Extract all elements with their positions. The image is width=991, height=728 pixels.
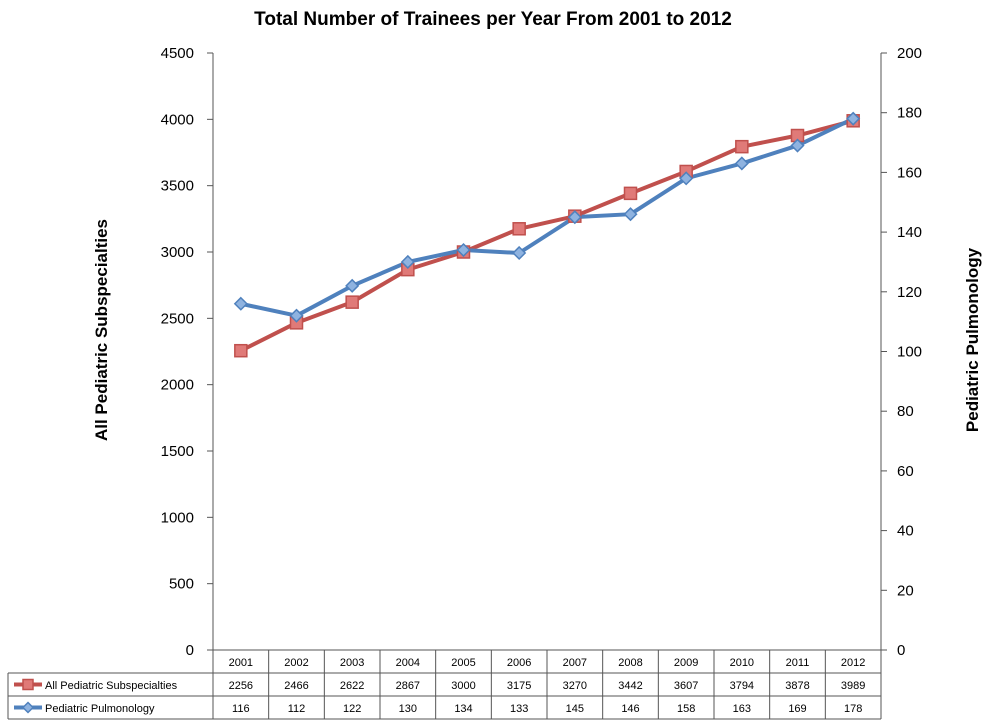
x-tick-label: 2001: [229, 657, 253, 669]
data-label: 145: [566, 703, 584, 715]
right-tick-label: 180: [897, 105, 922, 122]
data-label: 112: [288, 703, 306, 715]
data-point-diamond: [289, 308, 304, 323]
right-tick-label: 100: [897, 344, 922, 361]
data-label: 2867: [396, 680, 420, 692]
data-label: 146: [621, 703, 639, 715]
data-point-diamond: [456, 242, 471, 258]
data-label: 3175: [507, 680, 531, 692]
data-label: 3878: [785, 680, 809, 692]
data-point-square: [623, 186, 638, 201]
data-point-diamond: [734, 156, 749, 171]
data-label: 2466: [284, 680, 308, 692]
x-tick-label: 2006: [507, 657, 531, 669]
left-tick-label: 2500: [161, 310, 194, 327]
data-label: 116: [232, 703, 250, 715]
data-label: 130: [399, 703, 417, 715]
x-tick-label: 2010: [730, 657, 754, 669]
data-point-diamond: [623, 207, 638, 222]
data-label: 158: [677, 703, 695, 715]
data-label: 3442: [618, 680, 642, 692]
left-axis-title: All Pediatric Subspecialties: [92, 219, 111, 441]
x-tick-label: 2002: [284, 657, 308, 669]
series-lines: [233, 111, 861, 358]
data-label: 3989: [841, 680, 865, 692]
data-label: 178: [844, 703, 862, 715]
data-label: 3270: [563, 680, 587, 692]
data-label: 163: [733, 703, 751, 715]
x-tick-label: 2005: [451, 657, 475, 669]
x-tick-label: 2008: [618, 657, 642, 669]
right-tick-label: 80: [897, 403, 914, 420]
right-tick-label: 20: [897, 582, 914, 599]
data-table: 2001 2002 2003 2004 2005 2006 2007 2008 2009 2010…: [7, 650, 882, 720]
data-point-diamond: [233, 296, 248, 311]
left-tick-label: 3000: [161, 244, 194, 261]
left-tick-label: 4500: [161, 45, 194, 62]
x-tick-label: 2009: [674, 657, 698, 669]
data-label: 3794: [730, 680, 754, 692]
series-line-1: [240, 116, 855, 318]
left-tick-label: 0: [186, 642, 194, 659]
data-point-diamond: [846, 111, 861, 126]
right-axis-title: Pediatric Pulmonology: [963, 247, 982, 432]
data-point-diamond: [345, 278, 360, 293]
left-tick-label: 1500: [161, 443, 194, 460]
data-point-square: [735, 139, 749, 154]
data-point-diamond: [567, 210, 582, 225]
data-label: 3607: [674, 680, 698, 692]
right-tick-label: 140: [897, 224, 922, 241]
right-tick-label: 160: [897, 164, 922, 181]
data-label: 169: [788, 703, 806, 715]
data-point-diamond: [790, 138, 805, 153]
x-tick-label: 2004: [396, 657, 420, 669]
data-point-diamond: [400, 254, 415, 270]
data-label: 133: [510, 703, 528, 715]
right-tick-label: 0: [897, 642, 905, 659]
x-tick-label: 2012: [841, 657, 865, 669]
legend-key-marker: [21, 701, 35, 714]
data-point-square: [345, 295, 359, 309]
right-tick-label: 120: [897, 284, 922, 301]
series-line-0: [239, 118, 854, 353]
data-label: 122: [343, 703, 361, 715]
axes: 0 500 1000 1500 2000 2500 3000 3500 4000 4500 0 20 4…: [161, 45, 922, 659]
data-label: 2256: [229, 680, 253, 692]
right-tick-label: 60: [897, 463, 914, 480]
chart-title: Total Number of Trainees per Year From 2…: [254, 9, 732, 30]
left-tick-label: 500: [169, 576, 194, 593]
right-tick-label: 40: [897, 523, 914, 540]
left-tick-label: 2000: [161, 377, 194, 394]
data-label: 3000: [451, 680, 475, 692]
left-tick-label: 3500: [161, 178, 194, 195]
x-tick-label: 2003: [340, 657, 364, 669]
data-point-square: [512, 222, 526, 236]
legend-key-marker: [22, 678, 34, 691]
data-point-square: [234, 343, 248, 358]
left-tick-label: 4000: [161, 111, 194, 128]
data-label: 134: [454, 703, 472, 715]
legend-label: All Pediatric Subspecialties: [45, 680, 178, 692]
x-tick-label: 2011: [786, 657, 810, 669]
data-point-diamond: [512, 245, 527, 261]
right-tick-label: 200: [897, 45, 922, 62]
legend-label: Pediatric Pulmonology: [45, 703, 155, 715]
data-label: 2622: [340, 680, 364, 692]
data-point-diamond: [679, 171, 694, 186]
x-tick-label: 2007: [563, 657, 587, 669]
left-tick-label: 1000: [161, 509, 194, 526]
